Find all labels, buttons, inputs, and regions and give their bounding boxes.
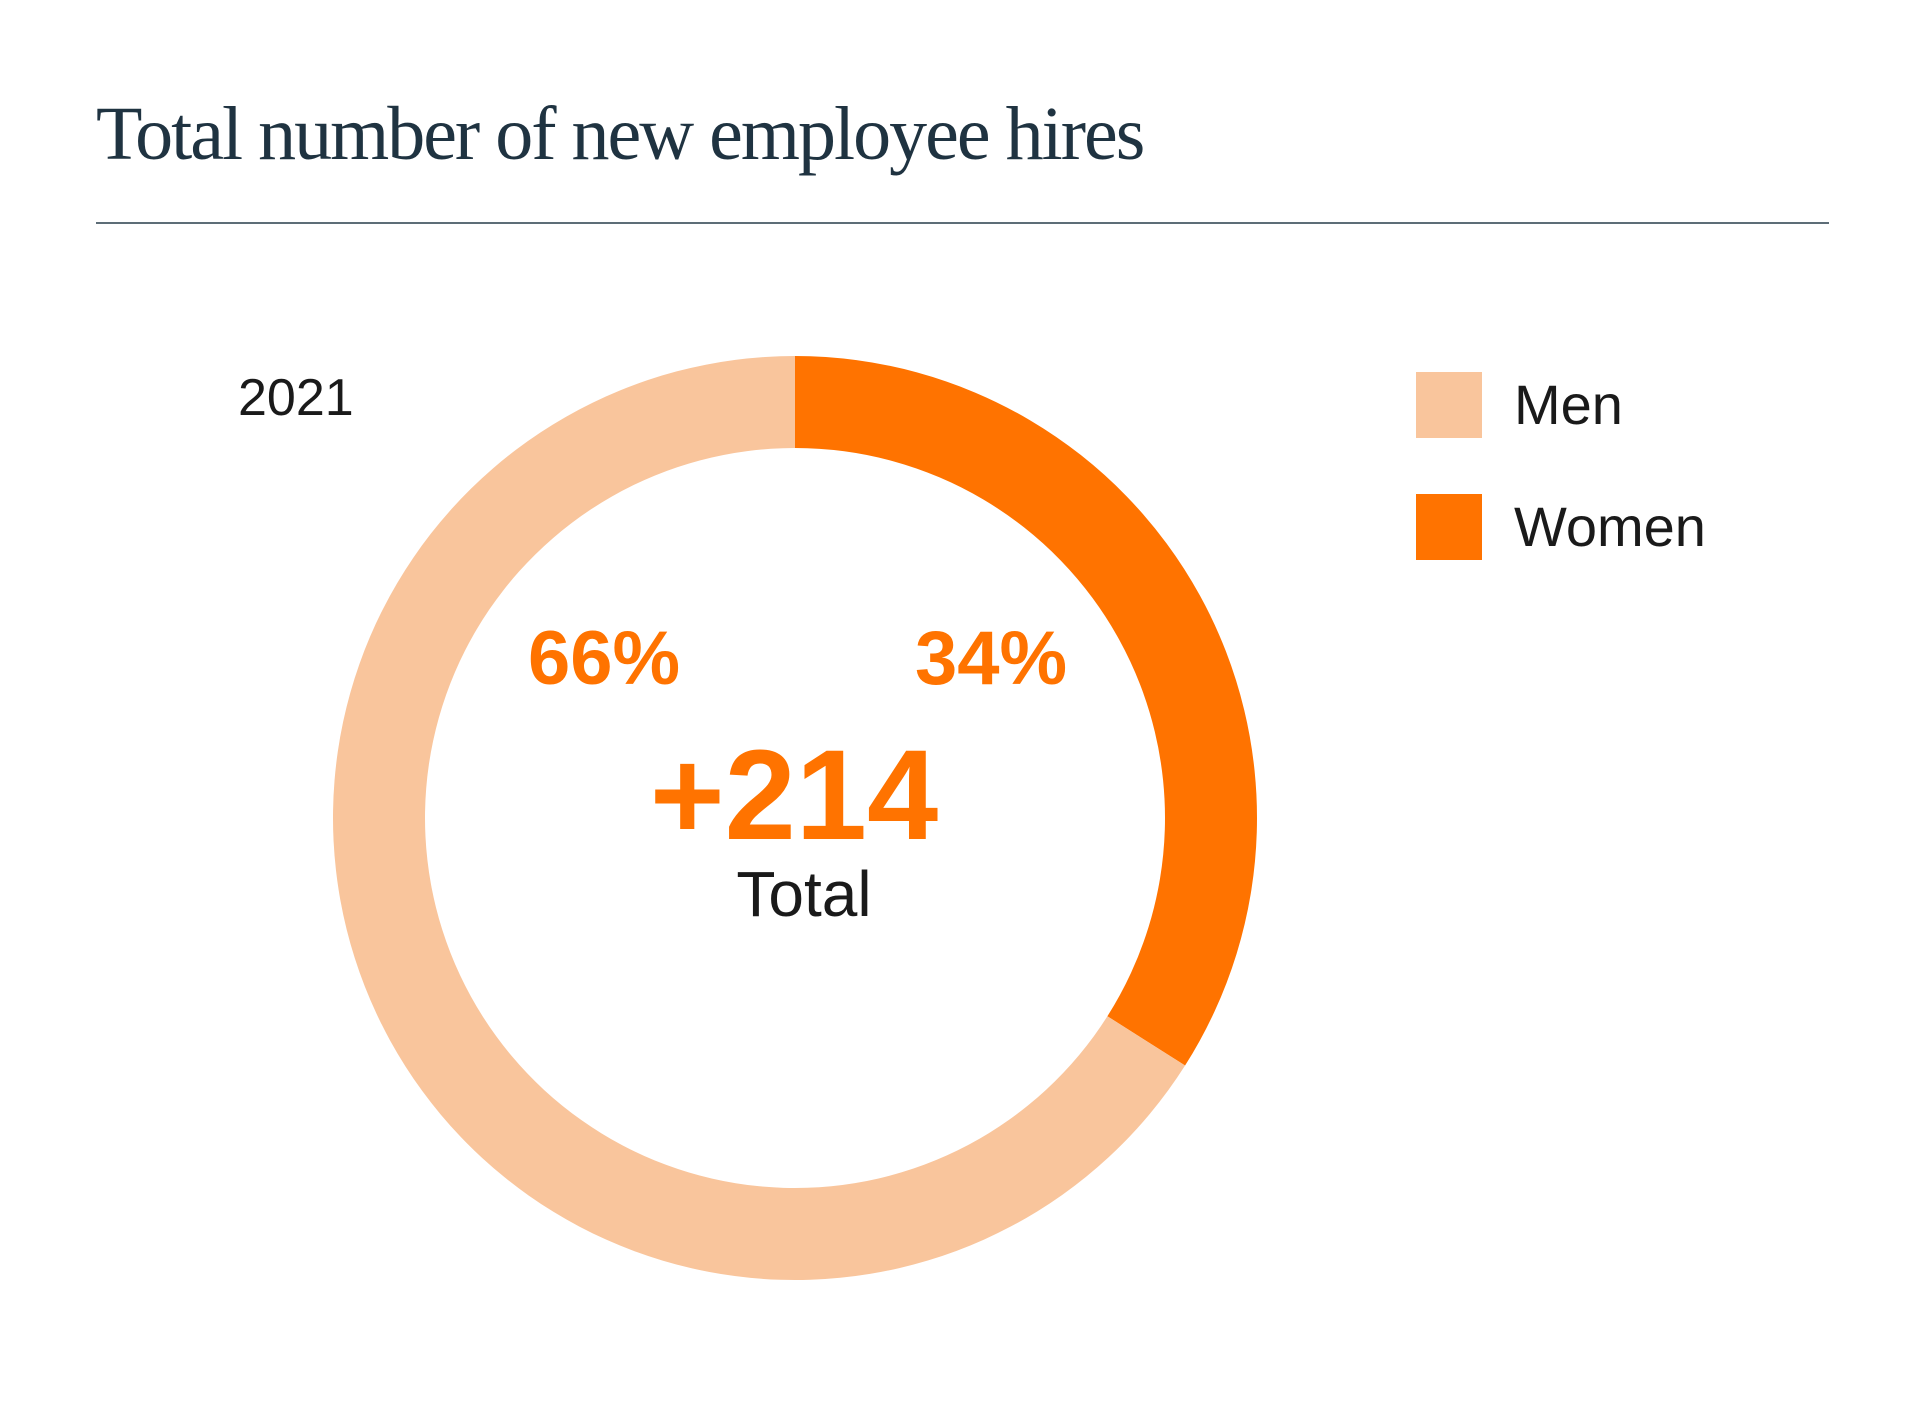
chart-title: Total number of new employee hires (96, 92, 1145, 176)
legend-item-women: Women (1416, 494, 1706, 560)
donut-slice-women (795, 356, 1257, 1066)
legend-label-women: Women (1514, 495, 1706, 558)
legend-swatch-women (1416, 494, 1482, 560)
year-label: 2021 (238, 369, 354, 427)
total-value: +214 (649, 724, 939, 867)
men-percent-label: 66% (527, 616, 681, 701)
legend-item-men: Men (1416, 372, 1706, 438)
legend-label-men: Men (1514, 373, 1623, 436)
legend: Men Women (1416, 372, 1706, 616)
title-divider (96, 222, 1829, 224)
total-caption: Total (736, 858, 872, 930)
legend-swatch-men (1416, 372, 1482, 438)
women-percent-label: 34% (914, 616, 1068, 701)
